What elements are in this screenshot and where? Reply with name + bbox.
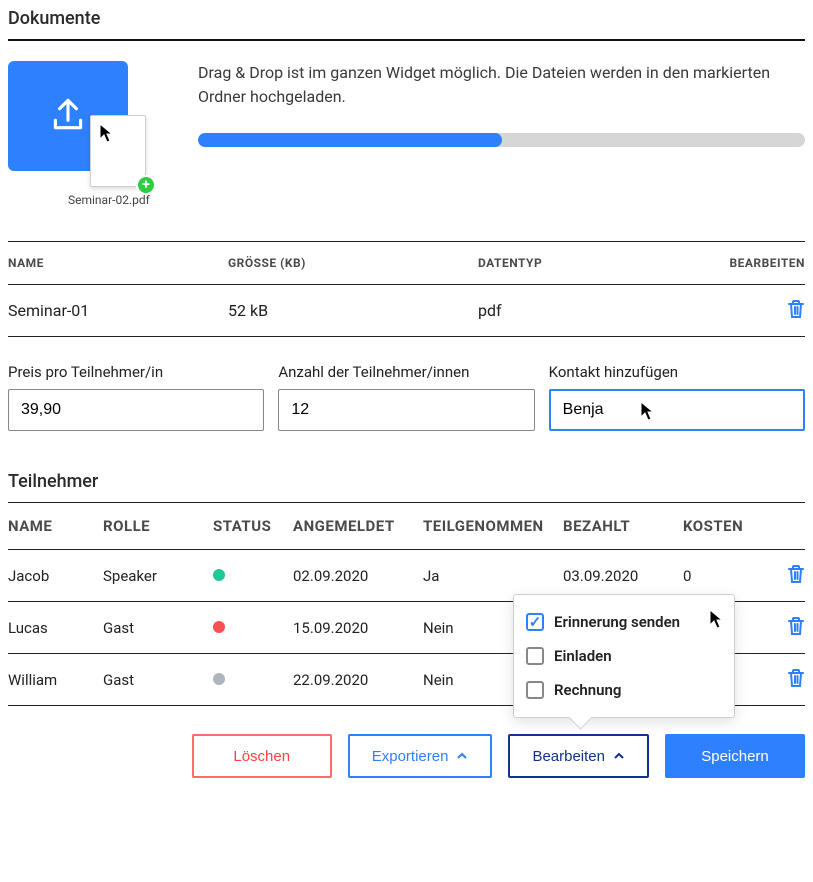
popover-item-label: Erinnerung senden <box>554 613 680 631</box>
popover-item-label: Einladen <box>554 647 612 665</box>
trash-icon <box>787 616 805 639</box>
documents-section-title: Dokumente <box>8 8 805 29</box>
checkbox-icon: ✓ <box>526 613 544 631</box>
pcol-status: STATUS <box>213 517 293 535</box>
delete-doc-button[interactable] <box>698 299 805 322</box>
status-dot-icon <box>213 621 225 633</box>
col-name: NAME <box>8 256 228 270</box>
col-size: GRÖSSE (KB) <box>228 256 478 270</box>
trash-icon <box>787 668 805 691</box>
popover-item-label: Rechnung <box>554 681 621 699</box>
pcol-role: ROLLE <box>103 517 213 535</box>
popover-item[interactable]: Einladen <box>526 639 722 673</box>
add-icon: + <box>136 175 156 195</box>
cursor-icon <box>98 123 114 147</box>
count-input[interactable] <box>278 389 534 431</box>
divider <box>8 39 805 41</box>
p-role: Gast <box>103 619 213 637</box>
p-registered: 22.09.2020 <box>293 671 423 689</box>
popover-item[interactable]: ✓ Erinnerung senden <box>526 605 722 639</box>
chevron-up-icon <box>456 750 468 762</box>
col-type: DATENTYP <box>478 256 698 270</box>
doc-name: Seminar-01 <box>8 301 228 320</box>
upload-progress-fill <box>198 133 502 147</box>
pcol-paid: BEZAHLT <box>563 517 683 535</box>
p-registered: 02.09.2020 <box>293 567 423 585</box>
count-field: Anzahl der Teilnehmer/innen <box>278 363 534 431</box>
trash-icon <box>787 299 805 322</box>
status-dot-icon <box>213 569 225 581</box>
upload-progress <box>198 133 805 147</box>
pcol-cost: KOSTEN <box>683 517 763 535</box>
p-attended: Ja <box>423 567 563 585</box>
participants-table: NAME ROLLE STATUS ANGEMELDET TEILGENOMME… <box>8 502 805 706</box>
p-role: Speaker <box>103 567 213 585</box>
doc-size: 52 kB <box>228 301 478 320</box>
trash-icon <box>787 564 805 587</box>
col-edit: BEARBEITEN <box>698 256 805 270</box>
cursor-icon <box>708 609 724 633</box>
documents-table: NAME GRÖSSE (KB) DATENTYP BEARBEITEN Sem… <box>8 241 805 337</box>
p-status <box>213 671 293 689</box>
status-dot-icon <box>213 673 225 685</box>
export-button[interactable]: Exportieren <box>348 734 493 778</box>
edit-button[interactable]: Bearbeiten <box>508 734 649 778</box>
p-name: Jacob <box>8 567 103 585</box>
p-name: William <box>8 671 103 689</box>
delete-button[interactable]: Löschen <box>192 734 332 778</box>
pcol-registered: ANGEMELDET <box>293 517 423 535</box>
price-label: Preis pro Teilnehmer/in <box>8 363 264 381</box>
delete-participant-button[interactable] <box>763 564 805 587</box>
p-name: Lucas <box>8 619 103 637</box>
delete-participant-button[interactable] <box>763 668 805 691</box>
participants-section-title: Teilnehmer <box>8 471 805 492</box>
chevron-up-icon <box>613 750 625 762</box>
edit-popover: ✓ Erinnerung senden Einladen Rechnung <box>513 594 735 718</box>
p-cost: 0 <box>683 567 763 585</box>
save-button[interactable]: Speichern <box>665 734 805 778</box>
table-row: Seminar-0152 kBpdf <box>8 285 805 337</box>
checkbox-icon <box>526 681 544 699</box>
upload-thumb-label: Seminar-02.pdf <box>68 193 150 207</box>
doc-type: pdf <box>478 301 698 320</box>
p-status <box>213 619 293 637</box>
delete-participant-button[interactable] <box>763 616 805 639</box>
p-status <box>213 567 293 585</box>
count-label: Anzahl der Teilnehmer/innen <box>278 363 534 381</box>
p-registered: 15.09.2020 <box>293 619 423 637</box>
upload-dropzone[interactable]: + Seminar-02.pdf <box>8 61 168 211</box>
popover-item[interactable]: Rechnung <box>526 673 722 707</box>
price-field: Preis pro Teilnehmer/in <box>8 363 264 431</box>
upload-icon <box>47 93 89 139</box>
pcol-attended: TEILGENOMMEN <box>423 517 563 535</box>
p-paid: 03.09.2020 <box>563 567 683 585</box>
contact-field: Kontakt hinzufügen <box>549 363 805 431</box>
pcol-name: NAME <box>8 517 103 535</box>
contact-input[interactable] <box>549 389 805 431</box>
contact-label: Kontakt hinzufügen <box>549 363 805 381</box>
cursor-icon <box>639 401 655 425</box>
p-role: Gast <box>103 671 213 689</box>
dnd-description: Drag & Drop ist im ganzen Widget möglich… <box>198 61 805 109</box>
checkbox-icon <box>526 647 544 665</box>
export-button-label: Exportieren <box>372 748 449 765</box>
price-input[interactable] <box>8 389 264 431</box>
edit-button-label: Bearbeiten <box>532 748 605 765</box>
